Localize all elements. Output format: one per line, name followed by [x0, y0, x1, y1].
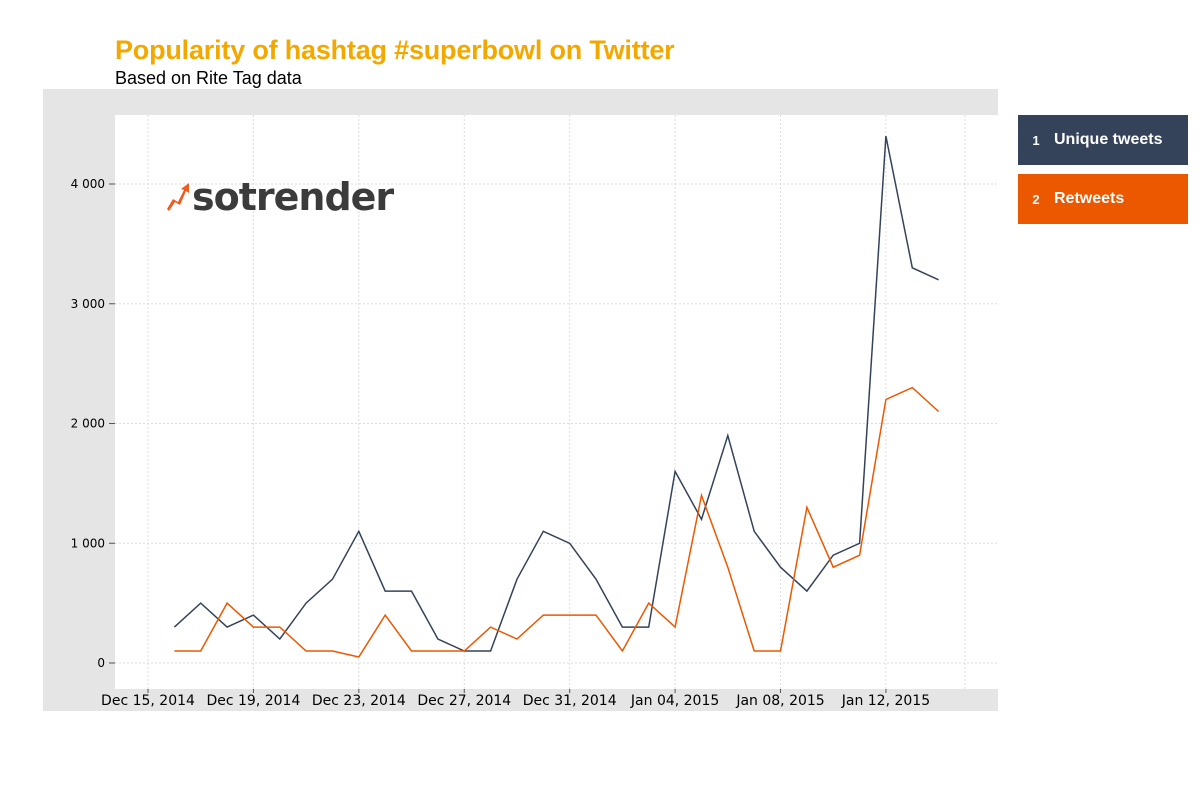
- x-tick-label: Jan 12, 2015: [841, 693, 930, 709]
- series-layer: [173, 135, 940, 658]
- grid-layer: [115, 115, 998, 689]
- y-tick-label: 1 000: [71, 536, 105, 550]
- x-tick-label: Jan 08, 2015: [735, 693, 824, 709]
- legend-number: 1: [1032, 132, 1040, 148]
- plot-area: [115, 115, 998, 689]
- legend-label: Unique tweets: [1054, 131, 1163, 148]
- series-line-unique-tweets: [173, 135, 939, 652]
- series-line-retweets: [174, 386, 940, 658]
- legend-item-retweets[interactable]: 2 Retweets: [1018, 174, 1188, 224]
- x-tick-label: Dec 23, 2014: [312, 693, 406, 709]
- chart-subtitle: Based on Rite Tag data: [115, 68, 302, 88]
- y-tick-label: 4 000: [71, 177, 105, 191]
- x-tick-label: Dec 19, 2014: [206, 693, 300, 709]
- x-tick-label: Dec 15, 2014: [101, 693, 195, 709]
- y-tick-label: 3 000: [71, 297, 105, 311]
- logo-arrow-icon: [167, 183, 189, 211]
- x-tick-label: Jan 04, 2015: [630, 693, 719, 709]
- chart-title: Popularity of hashtag #superbowl on Twit…: [115, 35, 675, 65]
- chart-frame: sotrender Dec 15, 2014 Dec 19, 2014 Dec 23…: [43, 89, 998, 711]
- y-tick-label: 0: [97, 656, 105, 670]
- logo-text: sotrender: [192, 175, 394, 219]
- x-tick-label: Dec 31, 2014: [523, 693, 617, 709]
- legend-number: 2: [1032, 191, 1040, 207]
- line-chart: sotrender Dec 15, 2014 Dec 19, 2014 Dec 23…: [71, 115, 998, 709]
- x-tick-label: Dec 27, 2014: [417, 693, 511, 709]
- sotrender-logo: sotrender: [167, 175, 395, 219]
- legend: 1 Unique tweets 2 Retweets: [1018, 115, 1188, 233]
- y-tick-label: 2 000: [71, 417, 105, 431]
- axis-layer: Dec 15, 2014 Dec 19, 2014 Dec 23, 2014 Dec …: [71, 177, 930, 709]
- legend-label: Retweets: [1054, 190, 1125, 207]
- legend-item-unique-tweets[interactable]: 1 Unique tweets: [1018, 115, 1188, 165]
